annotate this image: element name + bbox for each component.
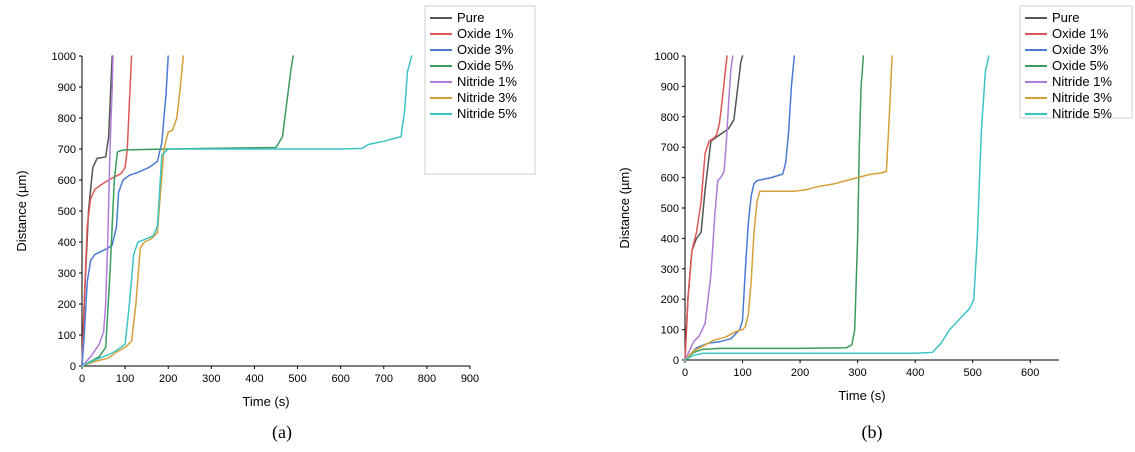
legend-label: Oxide 5%: [1052, 58, 1109, 73]
y-tick-label: 500: [58, 206, 76, 218]
y-tick-label: 500: [661, 203, 679, 215]
y-tick-label: 600: [661, 173, 679, 185]
chart-a: 0 100 200 300 400 500 600 700 800 900 1000 0 100 200 3…: [14, 5, 536, 443]
x-tick-label: 400: [245, 373, 263, 385]
y-tick-label: 300: [661, 264, 679, 276]
x-tick-label: 500: [964, 367, 982, 379]
series-line-oxide-5-: [684, 55, 865, 361]
legend-label: Nitride 1%: [1052, 74, 1112, 89]
y-tick-label: 100: [58, 330, 76, 342]
x-tick-label: 500: [288, 373, 306, 385]
series-line-oxide-3-: [684, 55, 796, 361]
series-line-nitride-1-: [684, 55, 734, 361]
x-tick-label: 600: [1021, 367, 1039, 379]
figure-caption: (b): [862, 422, 883, 443]
y-tick-label: 400: [58, 237, 76, 249]
x-tick-label: 100: [733, 367, 751, 379]
legend-label: Pure: [1052, 10, 1079, 25]
x-tick-label: 100: [116, 373, 134, 385]
y-tick-label: 200: [661, 294, 679, 306]
series-line-nitride-3-: [81, 55, 185, 367]
x-tick-label: 200: [159, 373, 177, 385]
legend-label: Oxide 5%: [457, 58, 514, 73]
y-tick-label: 700: [58, 144, 76, 156]
y-tick-label: 1000: [655, 51, 679, 63]
legend-box: [1019, 5, 1133, 119]
legend-label: Oxide 3%: [1052, 42, 1109, 57]
x-tick-label: 300: [848, 367, 866, 379]
y-axis-title: Distance (µm): [14, 170, 29, 251]
legend-label: Pure: [457, 10, 484, 25]
y-tick-label: 800: [661, 112, 679, 124]
series-line-nitride-5-: [81, 55, 413, 367]
y-tick-label: 600: [58, 175, 76, 187]
legend-label: Oxide 1%: [1052, 26, 1109, 41]
x-axis-title: Time (s): [242, 394, 289, 409]
legend-label: Oxide 1%: [457, 26, 514, 41]
series-line-nitride-1-: [81, 55, 114, 367]
y-tick-label: 900: [661, 81, 679, 93]
y-tick-label: 0: [673, 355, 679, 367]
y-tick-label: 800: [58, 113, 76, 125]
x-tick-label: 0: [79, 373, 85, 385]
series-line-pure: [684, 55, 744, 361]
series-line-oxide-1-: [684, 55, 728, 361]
x-tick-label: 900: [461, 373, 479, 385]
y-tick-label: 300: [58, 268, 76, 280]
x-tick-label: 200: [791, 367, 809, 379]
x-tick-label: 0: [682, 367, 688, 379]
series-line-nitride-3-: [684, 55, 893, 361]
y-tick-label: 0: [70, 361, 76, 373]
y-tick-label: 100: [661, 325, 679, 337]
chart-b: 0 100 200 300 400 500 600 700 800 900 1000 0 100 200 3…: [617, 5, 1133, 443]
y-tick-label: 900: [58, 82, 76, 94]
legend-label: Oxide 3%: [457, 42, 514, 57]
x-tick-label: 700: [375, 373, 393, 385]
legend-label: Nitride 3%: [457, 90, 517, 105]
legend-label: Nitride 5%: [1052, 106, 1112, 121]
x-axis-title: Time (s): [838, 388, 885, 403]
legend-label: Nitride 5%: [457, 106, 517, 121]
x-tick-label: 300: [202, 373, 220, 385]
y-tick-label: 200: [58, 299, 76, 311]
y-axis-title: Distance (µm): [617, 167, 632, 248]
figure-caption: (a): [272, 422, 292, 443]
y-tick-label: 1000: [52, 51, 76, 63]
x-tick-label: 800: [418, 373, 436, 385]
legend-label: Nitride 3%: [1052, 90, 1112, 105]
x-tick-label: 600: [331, 373, 349, 385]
x-tick-label: 400: [906, 367, 924, 379]
y-tick-label: 400: [661, 233, 679, 245]
y-tick-label: 700: [661, 142, 679, 154]
series-line-nitride-5-: [684, 55, 990, 361]
series-line-oxide-5-: [81, 55, 294, 367]
legend-label: Nitride 1%: [457, 74, 517, 89]
series-line-oxide-3-: [81, 55, 169, 367]
